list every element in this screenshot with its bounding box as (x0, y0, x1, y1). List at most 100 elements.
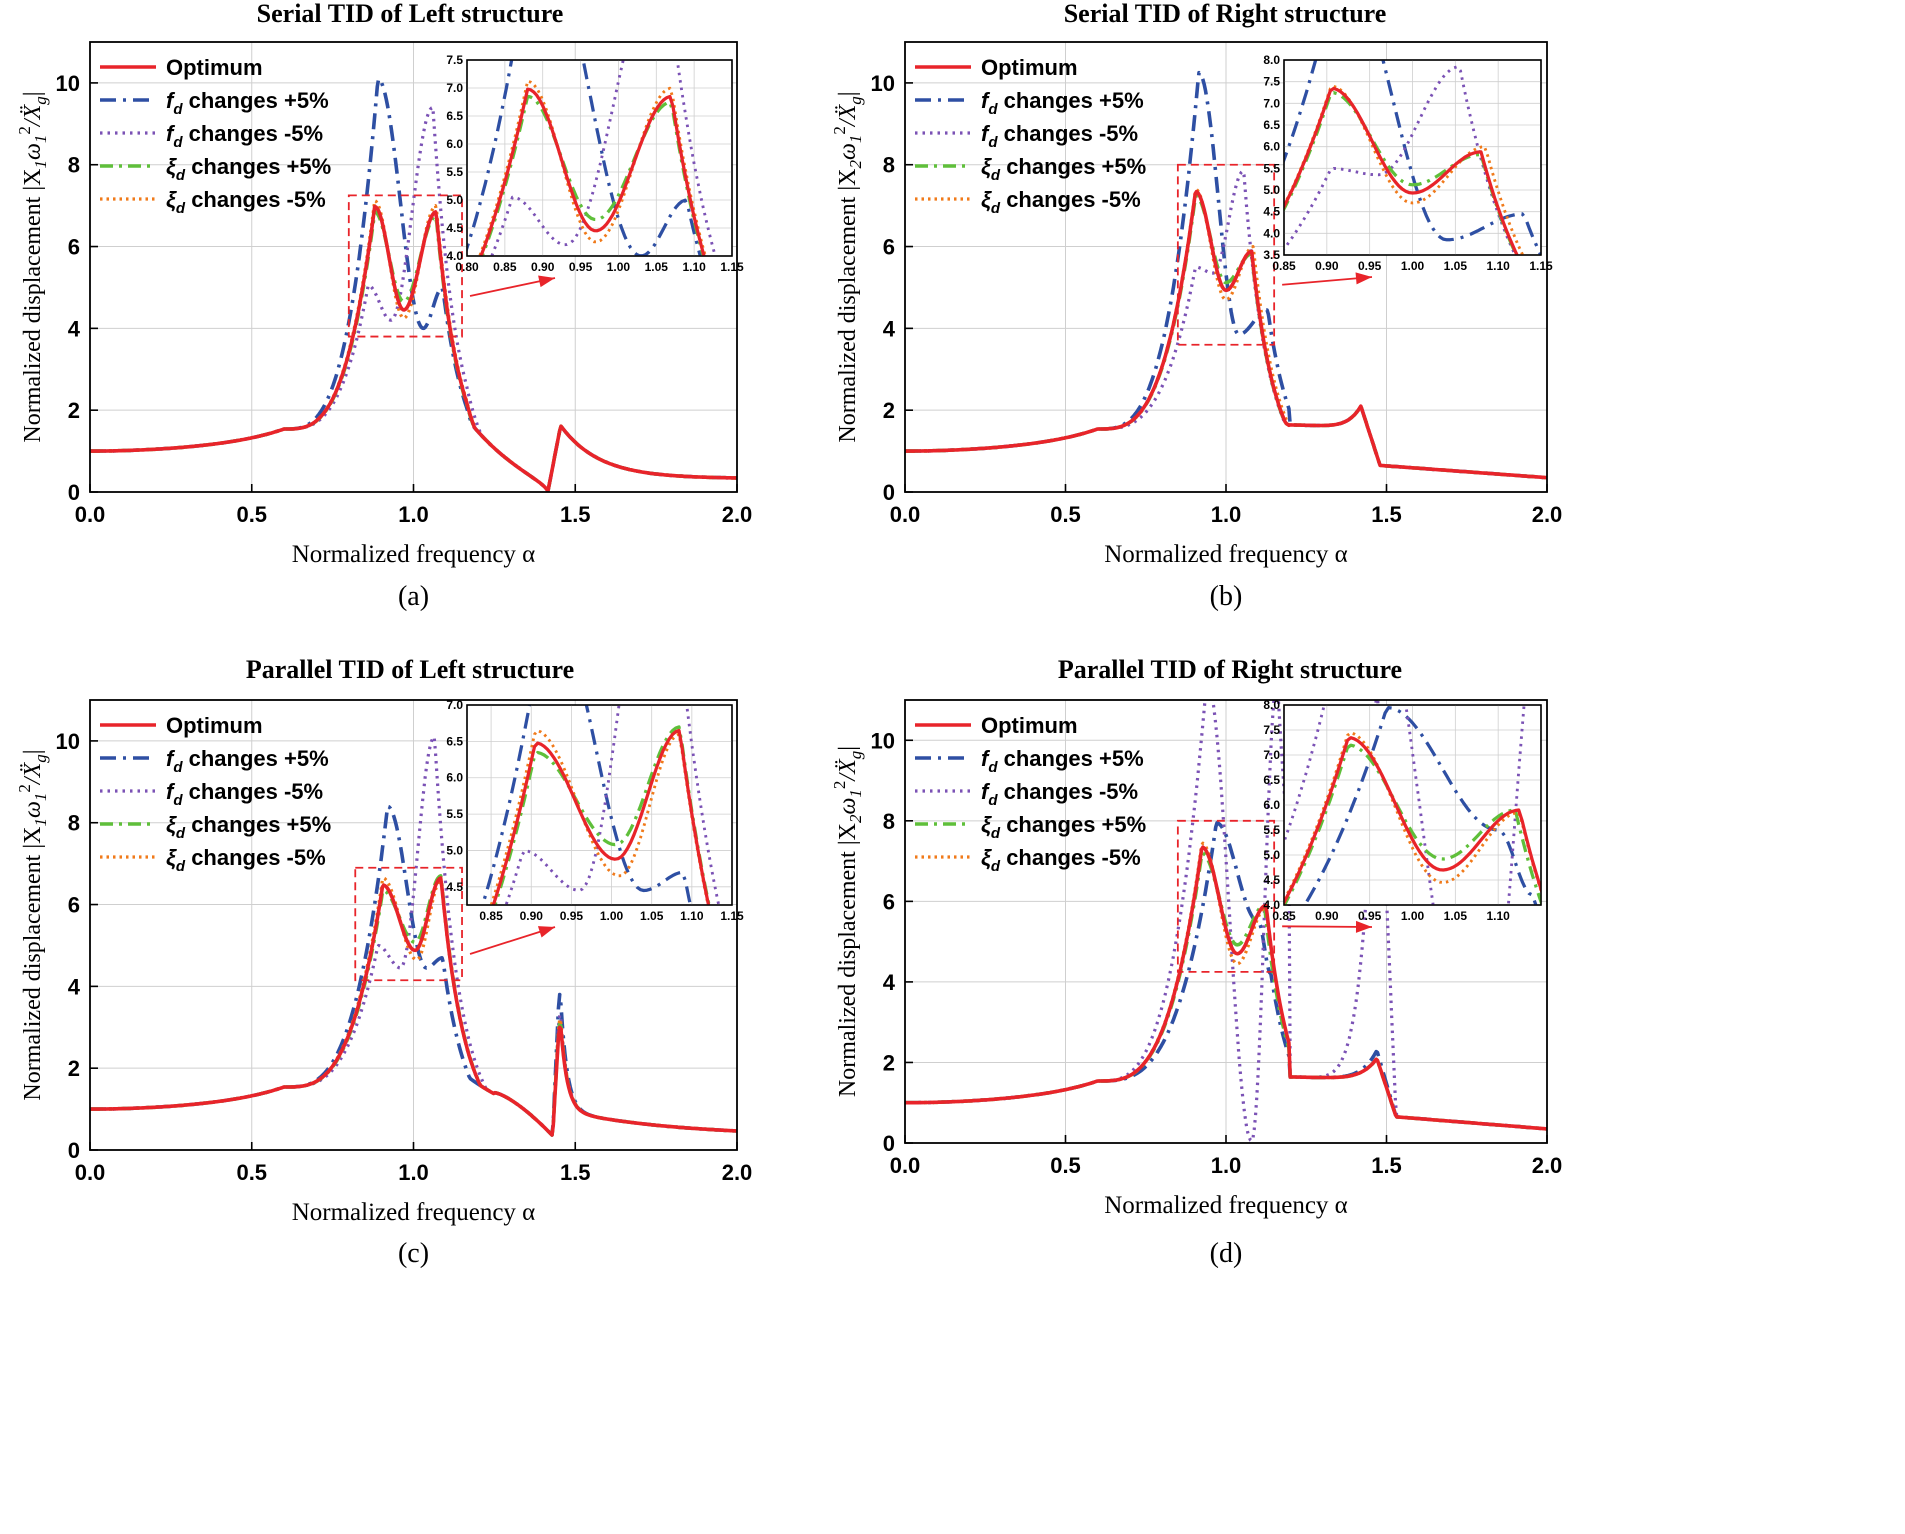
inset-y-tick-label: 6.0 (1263, 798, 1280, 812)
inset-y-tick-label: 8.0 (1263, 53, 1280, 67)
inset-x-tick-label: 0.90 (1315, 259, 1339, 273)
inset-y-tick-label: 5.0 (1263, 848, 1280, 862)
inset-series-line-2 (480, 705, 693, 905)
x-tick-label: 1.5 (560, 502, 591, 527)
inset-x-tick-label: 0.90 (520, 909, 544, 923)
y-tick-label: 8 (68, 153, 80, 178)
y-tick-label: 2 (68, 1056, 80, 1081)
inset-x-tick-label: 1.05 (1444, 909, 1468, 923)
inset-x-tick-label: 1.10 (680, 909, 704, 923)
inset: 0.85 0.90 0.95 1.00 1.05 1.10 1.15 4.5 5.0 5.5 6.0… (446, 698, 744, 923)
y-tick-label: 0 (883, 1131, 895, 1156)
series-line-1 (90, 876, 737, 1137)
inset-x-tick-label: 0.90 (531, 260, 555, 274)
inset-x-tick-label: 1.15 (720, 909, 744, 923)
inset-series (467, 60, 717, 256)
zoom-arrow-head (1355, 920, 1372, 933)
inset-x-tick-label: 1.10 (682, 260, 706, 274)
chart-panel-2: Serial TID of Right structure 0.0 0.5 1.0 1.… (830, 0, 1562, 612)
y-tick-label: 6 (68, 893, 80, 918)
inset-y-tick-label: 7.5 (1263, 723, 1280, 737)
inset-series-line-2 (1284, 60, 1541, 255)
y-tick-label: 8 (883, 153, 895, 178)
inset-x-tick-label: 1.00 (1401, 909, 1425, 923)
inset-y-tick-label: 4.0 (1263, 898, 1280, 912)
inset-series-line-3 (504, 705, 721, 905)
y-tick-label: 8 (883, 809, 895, 834)
legend-label-4: ξd changes +5% (166, 154, 331, 184)
series-group (90, 77, 737, 492)
legend-label-1: Optimum (981, 713, 1078, 738)
y-tick-label: 0 (68, 480, 80, 505)
legend-label-2: fd changes +5% (981, 88, 1144, 118)
x-tick-label: 2.0 (1532, 502, 1563, 527)
inset-y-tick-label: 7.0 (1263, 748, 1280, 762)
inset-y-tick-label: 6.5 (1263, 773, 1280, 787)
legend-label-1: Optimum (166, 713, 263, 738)
inset-frame (1283, 704, 1542, 906)
zoom-box (354, 866, 463, 982)
chart-panel-4: Parallel TID of Right structure 0.0 0.5 1.0… (830, 655, 1563, 1269)
series-group (905, 70, 1547, 480)
y-tick-label: 6 (68, 235, 80, 260)
inset-y-tick-label: 7.5 (446, 53, 463, 67)
inset-y-tick-label: 3.5 (1263, 248, 1280, 262)
zoom-box (347, 194, 463, 338)
inset-y-tick-label: 6.0 (1263, 140, 1280, 154)
chart-title: Parallel TID of Right structure (1058, 655, 1402, 684)
y-tick-label: 6 (883, 889, 895, 914)
inset-y-tick-label: 7.0 (446, 81, 463, 95)
y-axis-label: Normalized displacement |X2ω12/Ẍg| (830, 91, 865, 442)
legend-label-4: ξd changes +5% (981, 812, 1146, 842)
inset-frame (466, 59, 733, 257)
x-tick-label: 0.0 (890, 1153, 921, 1178)
panel-caption: (c) (398, 1238, 429, 1269)
inset-y-tick-label: 5.5 (446, 807, 463, 821)
x-tick-label: 0.5 (1050, 1153, 1081, 1178)
inset-x-tick-label: 1.00 (1401, 259, 1425, 273)
legend-label-5: ξd changes -5% (166, 187, 326, 217)
inset: 0.85 0.90 0.95 1.00 1.05 1.10 4.0 4.5 5.0 5.5 6.0 6… (1263, 698, 1542, 923)
series-group (905, 700, 1547, 1143)
y-tick-label: 6 (883, 235, 895, 260)
inset-x-tick-label: 0.90 (1315, 909, 1339, 923)
y-tick-label: 2 (883, 398, 895, 423)
inset-y-tick-label: 4.0 (446, 249, 463, 263)
inset-y-tick-label: 4.5 (1263, 205, 1280, 219)
inset-y-tick-label: 4.5 (446, 880, 463, 894)
x-tick-label: 0.0 (75, 502, 106, 527)
zoom-arrow-head (537, 926, 555, 938)
x-axis-label: Normalized frequency α (292, 1199, 536, 1226)
inset-series-line-2 (1302, 705, 1538, 905)
y-tick-label: 10 (871, 728, 895, 753)
inset-x-tick-label: 0.95 (1358, 909, 1382, 923)
x-tick-label: 2.0 (722, 1160, 753, 1185)
x-tick-label: 1.0 (1211, 502, 1242, 527)
panel-caption: (b) (1210, 581, 1243, 612)
inset-y-tick-label: 7.0 (1263, 96, 1280, 110)
legend-label-1: Optimum (981, 55, 1078, 80)
zoom-arrow-head (538, 275, 555, 288)
panel-caption: (a) (398, 581, 429, 612)
x-tick-label: 0.0 (890, 502, 921, 527)
legend-label-3: fd changes -5% (166, 121, 323, 151)
legend-label-4: ξd changes +5% (166, 812, 331, 842)
inset-y-tick-label: 5.5 (1263, 161, 1280, 175)
y-tick-label: 4 (883, 970, 896, 995)
y-tick-label: 0 (883, 480, 895, 505)
y-tick-label: 10 (56, 729, 80, 754)
inset-y-tick-label: 6.0 (446, 137, 463, 151)
x-tick-label: 1.5 (1371, 1153, 1402, 1178)
inset-series (1284, 705, 1541, 905)
x-tick-label: 0.0 (75, 1160, 106, 1185)
legend-label-2: fd changes +5% (981, 746, 1144, 776)
inset-series-line-5 (1284, 84, 1525, 255)
chart-panel-1: Serial TID of Left structure 0.0 0.5 1.0 1.5… (15, 0, 752, 612)
inset-x-tick-label: 1.10 (1486, 909, 1510, 923)
y-tick-label: 0 (68, 1138, 80, 1163)
legend-label-3: fd changes -5% (166, 779, 323, 809)
inset-y-tick-label: 8.0 (1263, 698, 1280, 712)
x-tick-label: 2.0 (1532, 1153, 1563, 1178)
inset-series-line-4 (493, 725, 711, 905)
